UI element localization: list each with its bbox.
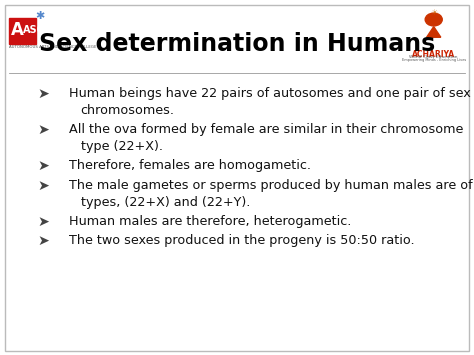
Text: ➤: ➤ <box>38 159 50 173</box>
FancyBboxPatch shape <box>5 5 469 351</box>
Circle shape <box>425 13 442 26</box>
Text: The male gametes or sperms produced by human males are of two: The male gametes or sperms produced by h… <box>69 179 474 192</box>
Text: ☀: ☀ <box>430 8 438 17</box>
Text: Human males are therefore, heterogametic.: Human males are therefore, heterogametic… <box>69 215 351 228</box>
Text: All the ova formed by female are similar in their chromosome: All the ova formed by female are similar… <box>69 123 463 136</box>
Text: World Class Education: World Class Education <box>410 55 458 59</box>
Text: Empowering Minds - Enriching Lives: Empowering Minds - Enriching Lives <box>401 58 466 62</box>
Text: Sex determination in Humans: Sex determination in Humans <box>39 32 435 56</box>
Bar <box>9 18 36 44</box>
Text: ➤: ➤ <box>38 234 50 248</box>
Text: ➤: ➤ <box>38 123 50 137</box>
Text: ➤: ➤ <box>38 179 50 193</box>
Text: Therefore, females are homogametic.: Therefore, females are homogametic. <box>69 159 311 172</box>
Text: ASC: ASC <box>23 25 45 35</box>
Text: ✱: ✱ <box>36 11 45 21</box>
Text: ➤: ➤ <box>38 87 50 101</box>
Text: AUTONOMOUS ARTS AND SCIENCE COLLEGE: AUTONOMOUS ARTS AND SCIENCE COLLEGE <box>9 45 97 49</box>
Text: types, (22+X) and (22+Y).: types, (22+X) and (22+Y). <box>81 196 250 209</box>
Text: The two sexes produced in the progeny is 50:50 ratio.: The two sexes produced in the progeny is… <box>69 234 414 247</box>
Text: A: A <box>10 21 23 39</box>
Text: ➤: ➤ <box>38 215 50 229</box>
Polygon shape <box>427 27 441 37</box>
Text: chromosomes.: chromosomes. <box>81 104 174 117</box>
Text: ACHARIYA: ACHARIYA <box>412 50 455 59</box>
Text: type (22+X).: type (22+X). <box>81 140 163 153</box>
Text: Human beings have 22 pairs of autosomes and one pair of sex: Human beings have 22 pairs of autosomes … <box>69 87 471 100</box>
